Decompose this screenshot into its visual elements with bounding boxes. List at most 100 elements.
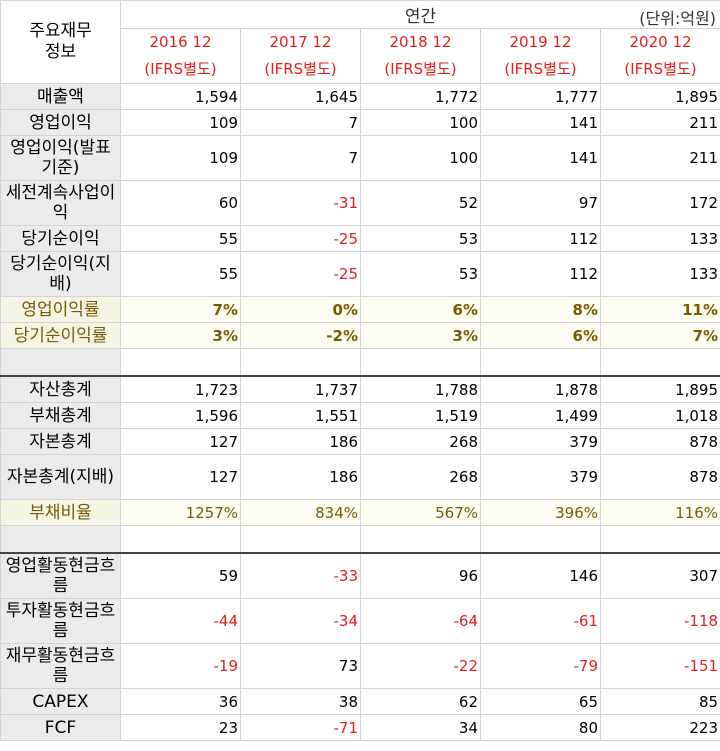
table-row: 부채비율 1257% 834% 567% 396% 116% xyxy=(0,499,720,526)
value-cell: 52 xyxy=(360,180,481,226)
table-row: CAPEX 36 38 62 65 85 xyxy=(0,688,720,715)
value-cell: -61 xyxy=(480,598,601,644)
value-cell: 65 xyxy=(480,688,601,715)
table-row: 당기순이익률 3% -2% 3% 6% 7% xyxy=(0,322,720,349)
value-cell: -79 xyxy=(480,643,601,689)
value-cell: 53 xyxy=(360,251,481,297)
separator-cell xyxy=(0,348,121,377)
value-cell: -22 xyxy=(360,643,481,689)
value-cell: 7% xyxy=(120,296,241,323)
value-cell: 211 xyxy=(599,135,720,181)
row-label: 영업이익(발표기준) xyxy=(0,135,121,181)
value-cell: 96 xyxy=(360,552,481,599)
table-row: 세전계속사업이익 60 -31 52 97 172 xyxy=(0,180,720,226)
value-cell: 11% xyxy=(599,296,720,323)
value-cell: 878 xyxy=(599,454,720,500)
value-cell: 186 xyxy=(240,428,361,455)
value-cell: 59 xyxy=(120,552,241,599)
value-cell: -2% xyxy=(240,322,361,349)
value-cell: 268 xyxy=(360,428,481,455)
value-cell: 1257% xyxy=(120,499,241,526)
value-cell: 112 xyxy=(480,225,601,252)
value-cell: 834% xyxy=(240,499,361,526)
year-basis-3: (IFRS별도) xyxy=(480,56,601,84)
separator-cell xyxy=(360,525,481,554)
value-cell: -25 xyxy=(240,251,361,297)
table-row: 자본총계 127 186 268 379 878 xyxy=(0,428,720,455)
value-cell: 7% xyxy=(599,322,720,349)
table-row: 영업이익 109 7 100 141 211 xyxy=(0,109,720,136)
table-row: 영업이익(발표기준) 109 7 100 141 211 xyxy=(0,135,720,181)
value-cell: 6% xyxy=(480,322,601,349)
year-basis-0: (IFRS별도) xyxy=(120,56,241,84)
value-cell: 1,723 xyxy=(120,375,241,403)
value-cell: -33 xyxy=(240,552,361,599)
value-cell: -44 xyxy=(120,598,241,644)
value-cell: 1,772 xyxy=(360,83,481,110)
corner-label-line2: 정보 xyxy=(44,42,77,62)
table-row: 부채총계 1,596 1,551 1,519 1,499 1,018 xyxy=(0,402,720,429)
value-cell: 1,895 xyxy=(599,83,720,110)
value-cell: -151 xyxy=(599,643,720,689)
annual-label: 연간 xyxy=(404,7,437,27)
table-row: 당기순이익(지배) 55 -25 53 112 133 xyxy=(0,251,720,297)
value-cell: 97 xyxy=(480,180,601,226)
corner-label-line1: 주요재무 xyxy=(29,21,92,41)
value-cell: 133 xyxy=(599,251,720,297)
row-label: 세전계속사업이익 xyxy=(0,180,121,226)
separator-cell xyxy=(120,525,241,554)
year-basis-1: (IFRS별도) xyxy=(240,56,361,84)
separator-cell xyxy=(240,348,361,377)
value-cell: 55 xyxy=(120,225,241,252)
value-cell: 141 xyxy=(480,135,601,181)
row-label: 자본총계 xyxy=(0,428,121,455)
value-cell: 85 xyxy=(599,688,720,715)
value-cell: 3% xyxy=(120,322,241,349)
table-row: 매출액 1,594 1,645 1,772 1,777 1,895 xyxy=(0,83,720,110)
unit-label: (단위:억원) xyxy=(639,9,717,28)
value-cell: 379 xyxy=(480,428,601,455)
value-cell: 1,596 xyxy=(120,402,241,429)
value-cell: 109 xyxy=(120,135,241,181)
value-cell: 1,519 xyxy=(360,402,481,429)
row-label: 투자활동현금흐름 xyxy=(0,598,121,644)
value-cell: -19 xyxy=(120,643,241,689)
value-cell: 7 xyxy=(240,109,361,136)
value-cell: 268 xyxy=(360,454,481,500)
value-cell: 116% xyxy=(599,499,720,526)
table-row: 재무활동현금흐름 -19 73 -22 -79 -151 xyxy=(0,643,720,689)
row-label: 부채비율 xyxy=(0,499,121,526)
value-cell: 1,551 xyxy=(240,402,361,429)
table-row: 자본총계(지배) 127 186 268 379 878 xyxy=(0,454,720,500)
row-label: 당기순이익 xyxy=(0,225,121,252)
value-cell: 186 xyxy=(240,454,361,500)
year-period-1: 2017 12 xyxy=(240,28,361,56)
value-cell: -71 xyxy=(240,714,361,741)
value-cell: 878 xyxy=(599,428,720,455)
value-cell: 53 xyxy=(360,225,481,252)
row-label: 영업활동현금흐름 xyxy=(0,552,121,599)
value-cell: 307 xyxy=(599,552,720,599)
value-cell: 127 xyxy=(120,428,241,455)
row-label: 재무활동현금흐름 xyxy=(0,643,121,689)
value-cell: 109 xyxy=(120,109,241,136)
value-cell: 112 xyxy=(480,251,601,297)
value-cell: 223 xyxy=(599,714,720,741)
value-cell: 1,594 xyxy=(120,83,241,110)
value-cell: 100 xyxy=(360,135,481,181)
value-cell: -31 xyxy=(240,180,361,226)
table-row: 투자활동현금흐름 -44 -34 -64 -61 -118 xyxy=(0,598,720,644)
row-label: 자본총계(지배) xyxy=(0,454,121,500)
value-cell: 80 xyxy=(480,714,601,741)
value-cell: 55 xyxy=(120,251,241,297)
row-label: 부채총계 xyxy=(0,402,121,429)
row-label: 영업이익 xyxy=(0,109,121,136)
separator-cell xyxy=(599,525,720,554)
table-row: 자산총계 1,723 1,737 1,788 1,878 1,895 xyxy=(0,375,720,403)
row-label: CAPEX xyxy=(0,688,121,715)
year-basis-4: (IFRS별도) xyxy=(599,56,720,84)
year-period-0: 2016 12 xyxy=(120,28,241,56)
corner-label: 주요재무 정보 xyxy=(0,0,121,84)
value-cell: 7 xyxy=(240,135,361,181)
year-basis-2: (IFRS별도) xyxy=(360,56,481,84)
